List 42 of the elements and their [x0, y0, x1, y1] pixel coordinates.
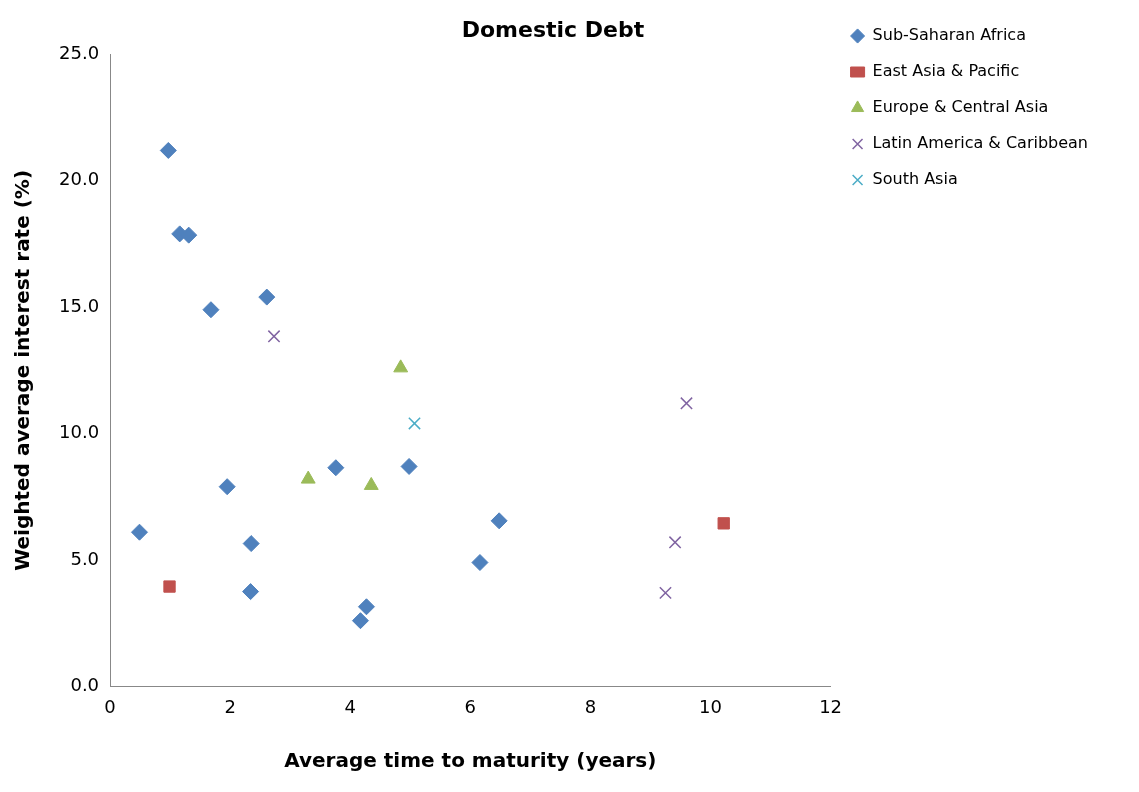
y-tick-label: 0.0 — [70, 674, 100, 696]
x-tick-label: 10 — [699, 695, 722, 717]
point — [258, 288, 276, 306]
x-tick-label: 0 — [104, 695, 116, 717]
point — [659, 586, 672, 600]
point — [471, 554, 489, 572]
chart-title: Domestic Debt — [461, 16, 645, 42]
point — [159, 141, 177, 159]
point — [242, 535, 260, 553]
legend-label: Europe & Central Asia — [872, 97, 1049, 117]
point — [680, 396, 693, 410]
y-tick-label: 5.0 — [70, 547, 100, 569]
point — [327, 459, 345, 477]
point — [163, 580, 176, 593]
point — [131, 523, 148, 541]
y-tick-label: 25.0 — [59, 42, 100, 64]
legend-label: South Asia — [872, 169, 958, 189]
x-tick-label: 2 — [224, 695, 236, 717]
legend-label: Sub-Saharan Africa — [872, 25, 1026, 45]
point — [717, 517, 730, 530]
x-axis-title: Average time to maturity (years) — [284, 748, 657, 773]
point — [351, 612, 369, 630]
y-tick-label: 10.0 — [59, 421, 100, 443]
point — [393, 359, 409, 373]
x-tick-label: 4 — [344, 695, 356, 717]
x-tick-label: 12 — [819, 695, 843, 717]
point — [202, 301, 220, 319]
point — [408, 417, 421, 430]
point — [357, 598, 375, 616]
legend-label: Latin America & Caribbean — [872, 133, 1089, 153]
y-tick-label: 20.0 — [59, 168, 100, 190]
y-tick-label: 15.0 — [59, 294, 100, 316]
point — [242, 583, 260, 601]
legend-label: East Asia & Pacific — [872, 61, 1020, 81]
x-tick-label: 6 — [464, 695, 477, 717]
y-axis-title: Weighted average interest rate (%) — [10, 169, 35, 571]
point — [668, 535, 682, 549]
x-tick-label: 8 — [584, 695, 597, 717]
point — [267, 329, 281, 343]
point — [400, 457, 418, 475]
point — [218, 478, 236, 496]
point — [490, 512, 508, 530]
